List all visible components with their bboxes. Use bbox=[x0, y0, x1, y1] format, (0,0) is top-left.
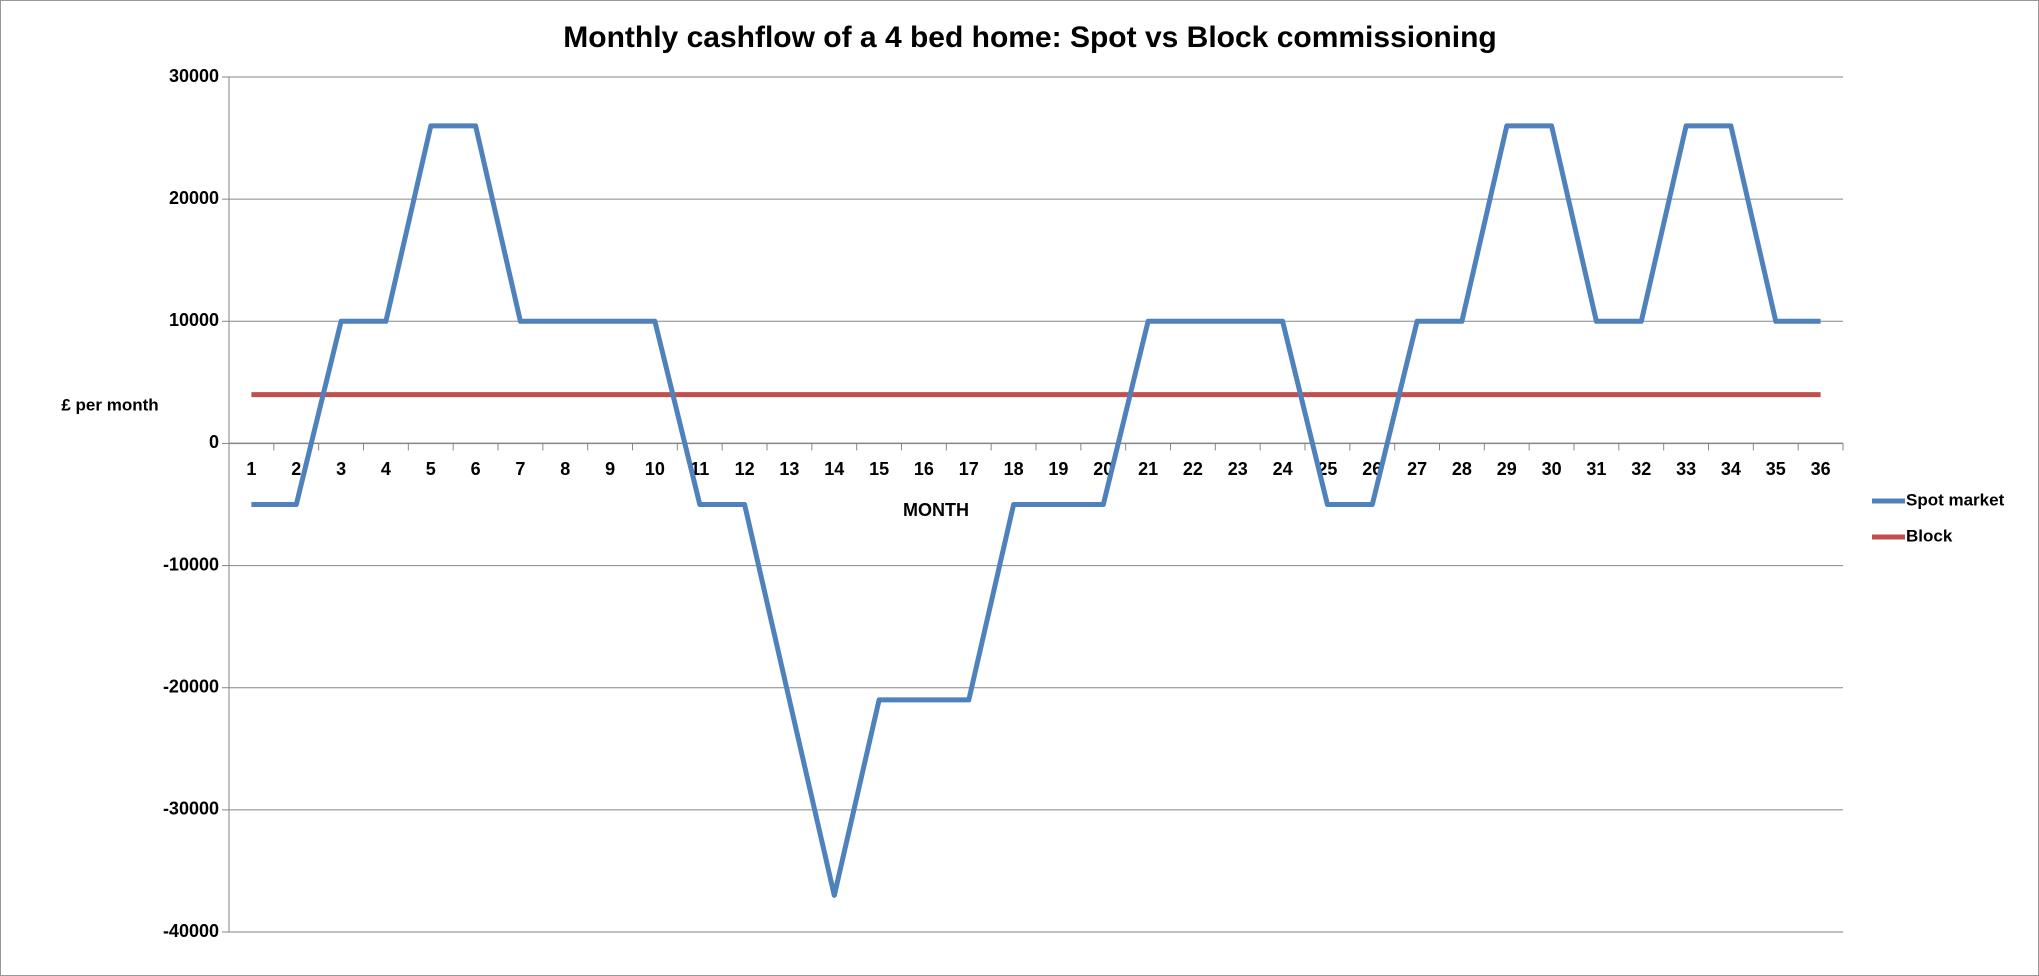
x-tick-label: 5 bbox=[426, 459, 436, 479]
x-tick-label: 11 bbox=[690, 459, 709, 479]
y-tick-label: 0 bbox=[209, 432, 219, 452]
x-tick-label: 12 bbox=[735, 459, 755, 479]
y-tick-label: -40000 bbox=[163, 921, 219, 941]
x-tick-label: 33 bbox=[1676, 459, 1696, 479]
y-tick-label: -30000 bbox=[163, 799, 219, 819]
chart-title: Monthly cashflow of a 4 bed home: Spot v… bbox=[563, 21, 1496, 54]
x-tick-label: 32 bbox=[1631, 459, 1651, 479]
x-tick-label: 22 bbox=[1183, 459, 1203, 479]
legend-label: Spot market bbox=[1906, 490, 2005, 509]
x-tick-label: 29 bbox=[1497, 459, 1517, 479]
y-tick-label: -10000 bbox=[163, 554, 219, 574]
y-tick-label: -20000 bbox=[163, 676, 219, 696]
x-tick-label: 7 bbox=[515, 459, 525, 479]
x-tick-label: 36 bbox=[1811, 459, 1831, 479]
x-tick-label: 34 bbox=[1721, 459, 1741, 479]
x-tick-label: 30 bbox=[1542, 459, 1562, 479]
x-tick-label: 13 bbox=[779, 459, 799, 479]
x-tick-label: 21 bbox=[1138, 459, 1158, 479]
x-tick-label: 3 bbox=[336, 459, 346, 479]
x-tick-label: 27 bbox=[1407, 459, 1427, 479]
x-tick-label: 31 bbox=[1586, 459, 1606, 479]
x-tick-label: 23 bbox=[1228, 459, 1248, 479]
x-tick-label: 1 bbox=[246, 459, 256, 479]
x-tick-label: 9 bbox=[605, 459, 615, 479]
x-axis-label: MONTH bbox=[903, 500, 969, 520]
x-tick-label: 10 bbox=[645, 459, 665, 479]
x-tick-label: 2 bbox=[291, 459, 301, 479]
x-tick-label: 24 bbox=[1273, 459, 1293, 479]
x-tick-label: 16 bbox=[914, 459, 934, 479]
x-tick-label: 14 bbox=[824, 459, 844, 479]
x-tick-label: 17 bbox=[959, 459, 979, 479]
x-tick-label: 8 bbox=[560, 459, 570, 479]
y-tick-label: 20000 bbox=[169, 188, 219, 208]
y-tick-label: 30000 bbox=[169, 66, 219, 86]
x-tick-label: 6 bbox=[471, 459, 481, 479]
line-series bbox=[251, 123, 1821, 898]
x-tick-label: 28 bbox=[1452, 459, 1472, 479]
x-tick-label: 19 bbox=[1048, 459, 1068, 479]
x-tick-label: 35 bbox=[1766, 459, 1786, 479]
y-axis-label: £ per month bbox=[61, 395, 158, 414]
legend-label: Block bbox=[1906, 526, 1953, 545]
x-tick-label: 4 bbox=[381, 459, 391, 479]
x-tick-label: 15 bbox=[869, 459, 889, 479]
x-tick-label: 18 bbox=[1004, 459, 1024, 479]
y-tick-label: 10000 bbox=[169, 310, 219, 330]
